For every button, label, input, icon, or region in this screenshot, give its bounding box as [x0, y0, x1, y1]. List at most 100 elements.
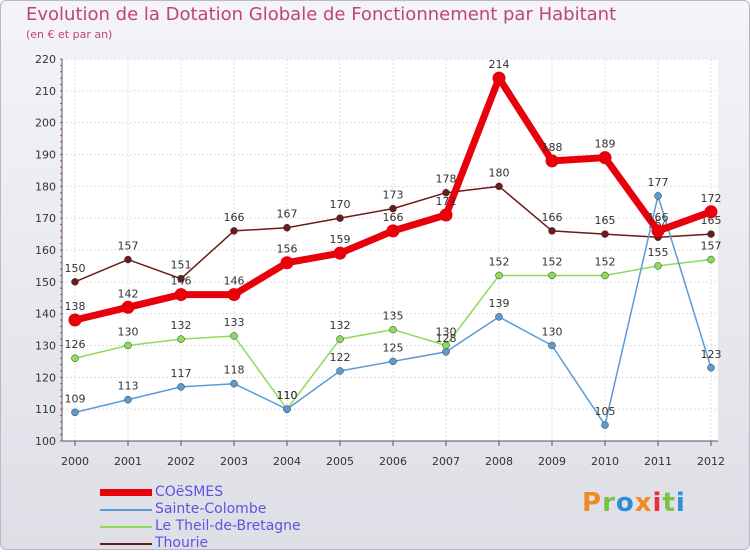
legend-label-coesmes: COëSMES [155, 484, 224, 500]
x-tick-label: 2010 [591, 455, 619, 468]
data-label-thourie: 165 [595, 214, 616, 227]
y-tick-label: 170 [35, 212, 56, 225]
x-tick-label: 2003 [220, 455, 248, 468]
data-label-le-theil-de-bretagne: 135 [383, 310, 404, 323]
data-label-sainte-colombe: 117 [171, 367, 192, 380]
data-point-coesmes [704, 205, 718, 219]
y-tick-label: 200 [35, 117, 56, 130]
x-tick-label: 2000 [61, 455, 89, 468]
data-label-sainte-colombe: 109 [65, 392, 86, 405]
data-point-coesmes [280, 256, 294, 270]
x-tick-label: 2001 [114, 455, 142, 468]
data-point-coesmes [227, 288, 241, 302]
data-point-le-theil-de-bretagne [336, 335, 344, 343]
data-point-le-theil-de-bretagne [548, 271, 556, 280]
data-label-le-theil-de-bretagne: 155 [648, 246, 669, 259]
data-label-le-theil-de-bretagne: 130 [118, 326, 139, 339]
data-label-coesmes: 189 [595, 138, 616, 151]
data-point-thourie [124, 255, 132, 264]
data-label-coesmes: 188 [542, 141, 563, 154]
data-label-sainte-colombe: 110 [277, 389, 298, 402]
x-tick-label: 2011 [644, 455, 672, 468]
brand-letter: x [634, 488, 653, 518]
x-tick-label: 2008 [485, 455, 513, 468]
data-label-le-theil-de-bretagne: 132 [330, 319, 351, 332]
data-label-thourie: 166 [224, 211, 245, 224]
y-tick-label: 110 [35, 403, 56, 416]
data-label-coesmes: 146 [171, 275, 192, 288]
data-point-coesmes [174, 288, 188, 302]
legend-swatch-thourie [100, 543, 152, 545]
y-tick-label: 190 [35, 149, 56, 162]
data-label-coesmes: 159 [330, 233, 351, 246]
data-point-thourie [495, 182, 503, 191]
data-point-thourie [230, 227, 238, 235]
brand-letter: P [582, 488, 603, 518]
x-tick-label: 2005 [326, 455, 354, 468]
data-point-sainte-colombe [124, 395, 132, 404]
legend-label-le-theil-de-bretagne: Le Theil-de-Bretagne [155, 518, 301, 534]
data-label-sainte-colombe: 125 [383, 341, 404, 354]
legend-label-sainte-colombe: Sainte-Colombe [155, 501, 267, 517]
data-label-sainte-colombe: 113 [118, 380, 139, 393]
data-label-thourie: 157 [118, 240, 139, 253]
y-tick-label: 100 [35, 435, 56, 448]
y-tick-label: 130 [35, 340, 56, 353]
data-point-thourie [548, 227, 556, 235]
data-label-coesmes: 142 [118, 287, 139, 300]
data-point-le-theil-de-bretagne [707, 255, 715, 264]
data-point-thourie [177, 274, 185, 283]
data-point-le-theil-de-bretagne [124, 341, 132, 350]
data-label-thourie: 180 [489, 166, 510, 179]
data-point-coesmes [386, 224, 400, 238]
data-point-thourie [71, 278, 79, 286]
data-point-sainte-colombe [707, 364, 715, 372]
x-tick-label: 2012 [697, 455, 725, 468]
legend-label-thourie: Thourie [155, 535, 209, 551]
data-label-thourie: 150 [65, 262, 86, 275]
data-label-coesmes: 172 [701, 192, 722, 205]
legend-swatch-coesmes [100, 489, 152, 496]
x-tick-label: 2004 [273, 455, 301, 468]
data-point-sainte-colombe [177, 383, 185, 391]
y-tick-label: 180 [35, 180, 56, 193]
data-label-sainte-colombe: 123 [701, 348, 722, 361]
data-point-sainte-colombe [601, 421, 609, 429]
y-tick-label: 220 [35, 53, 56, 66]
data-point-sainte-colombe [336, 367, 344, 375]
data-label-le-theil-de-bretagne: 157 [701, 240, 722, 253]
chart-subtitle: (en € et par an) [26, 28, 113, 41]
data-label-thourie: 151 [171, 259, 192, 272]
data-point-sainte-colombe [283, 405, 291, 413]
proxiti-logo: Proxiti [582, 488, 686, 518]
data-point-thourie [442, 188, 450, 197]
data-point-le-theil-de-bretagne [389, 325, 397, 334]
data-point-thourie [336, 214, 344, 222]
x-tick-label: 2009 [538, 455, 566, 468]
data-label-coesmes: 166 [648, 211, 669, 224]
data-label-le-theil-de-bretagne: 152 [489, 255, 510, 268]
data-point-sainte-colombe [230, 379, 238, 388]
data-label-thourie: 170 [330, 198, 351, 211]
legend-swatch-le-theil-de-bretagne [100, 526, 152, 528]
data-point-le-theil-de-bretagne [495, 271, 503, 280]
data-label-sainte-colombe: 122 [330, 351, 351, 364]
data-label-coesmes: 138 [65, 300, 86, 313]
y-tick-label: 140 [35, 308, 56, 321]
brand-letter: i [675, 488, 686, 518]
data-point-sainte-colombe [654, 192, 662, 200]
data-point-thourie [389, 204, 397, 213]
data-label-sainte-colombe: 177 [648, 176, 669, 189]
y-tick-label: 150 [35, 276, 56, 289]
brand-letter: i [652, 488, 663, 518]
data-point-le-theil-de-bretagne [601, 271, 609, 280]
data-point-coesmes [121, 300, 135, 314]
data-point-coesmes [439, 208, 453, 222]
data-label-coesmes: 156 [277, 243, 298, 256]
data-point-le-theil-de-bretagne [177, 335, 185, 343]
data-label-le-theil-de-bretagne: 110 [277, 389, 298, 402]
data-label-le-theil-de-bretagne: 152 [595, 255, 616, 268]
data-label-le-theil-de-bretagne: 133 [224, 316, 245, 329]
data-point-sainte-colombe [389, 357, 397, 366]
